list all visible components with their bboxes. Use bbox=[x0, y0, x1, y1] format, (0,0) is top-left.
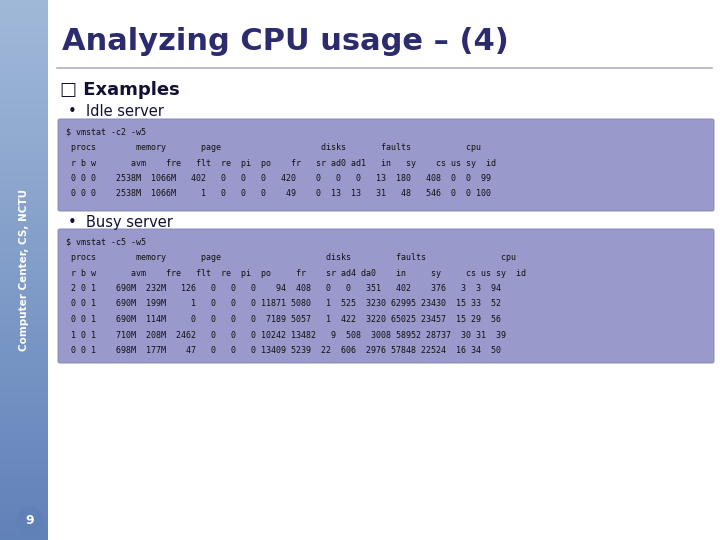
Bar bbox=[0, 117, 48, 126]
Bar bbox=[0, 9, 48, 18]
Bar bbox=[0, 207, 48, 217]
Text: •  Busy server: • Busy server bbox=[68, 214, 173, 230]
Bar bbox=[0, 216, 48, 226]
Text: 0 0 0    2538M  1066M   402   0   0   0   420    0   0   0   13  180   408  0  0: 0 0 0 2538M 1066M 402 0 0 0 420 0 0 0 13… bbox=[66, 174, 491, 183]
Bar bbox=[0, 378, 48, 388]
Text: 0 0 1    698M  177M    47   0   0   0 13409 5239  22  606  2976 57848 22524  16 : 0 0 1 698M 177M 47 0 0 0 13409 5239 22 6… bbox=[66, 346, 501, 355]
Bar bbox=[0, 252, 48, 261]
Bar bbox=[0, 324, 48, 334]
Text: Computer Center, CS, NCTU: Computer Center, CS, NCTU bbox=[19, 189, 29, 351]
Bar bbox=[0, 333, 48, 342]
Bar bbox=[0, 432, 48, 442]
Bar bbox=[0, 297, 48, 307]
Bar bbox=[0, 126, 48, 136]
Bar bbox=[0, 81, 48, 91]
Bar bbox=[0, 495, 48, 504]
Bar bbox=[0, 99, 48, 109]
Text: $ vmstat -c5 -w5: $ vmstat -c5 -w5 bbox=[66, 238, 146, 246]
Text: $ vmstat -c2 -w5: $ vmstat -c2 -w5 bbox=[66, 127, 146, 137]
Bar bbox=[0, 288, 48, 298]
Bar bbox=[0, 387, 48, 396]
Bar bbox=[0, 198, 48, 207]
Text: 0 0 1    690M  199M     1   0   0   0 11871 5080   1  525  3230 62995 23430  15 : 0 0 1 690M 199M 1 0 0 0 11871 5080 1 525… bbox=[66, 300, 501, 308]
Bar bbox=[0, 153, 48, 163]
Bar bbox=[0, 108, 48, 118]
Bar bbox=[0, 351, 48, 361]
Bar bbox=[0, 144, 48, 153]
Bar bbox=[0, 243, 48, 253]
Bar bbox=[0, 270, 48, 280]
Bar bbox=[0, 36, 48, 45]
Bar bbox=[0, 522, 48, 531]
Bar bbox=[0, 477, 48, 487]
Bar bbox=[0, 414, 48, 423]
Bar bbox=[0, 63, 48, 72]
Bar bbox=[0, 27, 48, 37]
Bar bbox=[0, 342, 48, 352]
Text: 0 0 1    690M  114M     0   0   0   0  7189 5057   1  422  3220 65025 23457  15 : 0 0 1 690M 114M 0 0 0 0 7189 5057 1 422 … bbox=[66, 315, 501, 324]
Bar bbox=[0, 225, 48, 234]
Bar bbox=[0, 441, 48, 450]
Bar bbox=[0, 45, 48, 55]
Text: □ Examples: □ Examples bbox=[60, 81, 180, 99]
Text: Analyzing CPU usage – (4): Analyzing CPU usage – (4) bbox=[62, 28, 509, 57]
Bar bbox=[0, 180, 48, 190]
Bar bbox=[0, 162, 48, 172]
Text: procs        memory       page                     disks         faults         : procs memory page disks faults bbox=[66, 253, 516, 262]
Bar bbox=[0, 423, 48, 433]
Bar bbox=[0, 18, 48, 28]
Bar bbox=[0, 54, 48, 64]
Bar bbox=[0, 369, 48, 379]
Bar bbox=[0, 261, 48, 271]
Text: 0 0 0    2538M  1066M     1   0   0   0    49    0  13  13   31   48   546  0  0: 0 0 0 2538M 1066M 1 0 0 0 49 0 13 13 31 … bbox=[66, 190, 491, 199]
Text: 9: 9 bbox=[26, 515, 35, 528]
Bar bbox=[0, 171, 48, 180]
Text: 2 0 1    690M  232M   126   0   0   0    94  408   0   0   351   402    376   3 : 2 0 1 690M 232M 126 0 0 0 94 408 0 0 351… bbox=[66, 284, 501, 293]
Bar bbox=[0, 459, 48, 469]
Bar bbox=[0, 189, 48, 199]
Bar bbox=[0, 306, 48, 315]
Text: •  Idle server: • Idle server bbox=[68, 105, 164, 119]
Text: r b w       avm    fre   flt  re  pi  po     fr    sr ad4 da0    in     sy     c: r b w avm fre flt re pi po fr sr ad4 da0… bbox=[66, 268, 526, 278]
Bar bbox=[0, 315, 48, 325]
Bar bbox=[0, 0, 48, 10]
FancyBboxPatch shape bbox=[58, 229, 714, 363]
Bar bbox=[0, 396, 48, 406]
Bar bbox=[0, 279, 48, 288]
Bar bbox=[0, 90, 48, 99]
Text: procs        memory       page                    disks       faults           c: procs memory page disks faults c bbox=[66, 143, 481, 152]
Bar bbox=[0, 135, 48, 145]
Circle shape bbox=[16, 507, 44, 535]
Bar bbox=[0, 72, 48, 82]
Bar bbox=[0, 360, 48, 369]
Bar bbox=[0, 513, 48, 523]
Bar bbox=[0, 531, 48, 540]
Bar bbox=[0, 405, 48, 415]
Text: 1 0 1    710M  208M  2462   0   0   0 10242 13482   9  508  3008 58952 28737  30: 1 0 1 710M 208M 2462 0 0 0 10242 13482 9… bbox=[66, 330, 506, 340]
FancyBboxPatch shape bbox=[58, 119, 714, 211]
Bar bbox=[0, 486, 48, 496]
Bar bbox=[0, 468, 48, 477]
Bar bbox=[0, 504, 48, 514]
Bar bbox=[0, 234, 48, 244]
Text: r b w       avm    fre   flt  re  pi  po    fr   sr ad0 ad1   in   sy    cs us s: r b w avm fre flt re pi po fr sr ad0 ad1… bbox=[66, 159, 496, 167]
Bar bbox=[0, 450, 48, 460]
